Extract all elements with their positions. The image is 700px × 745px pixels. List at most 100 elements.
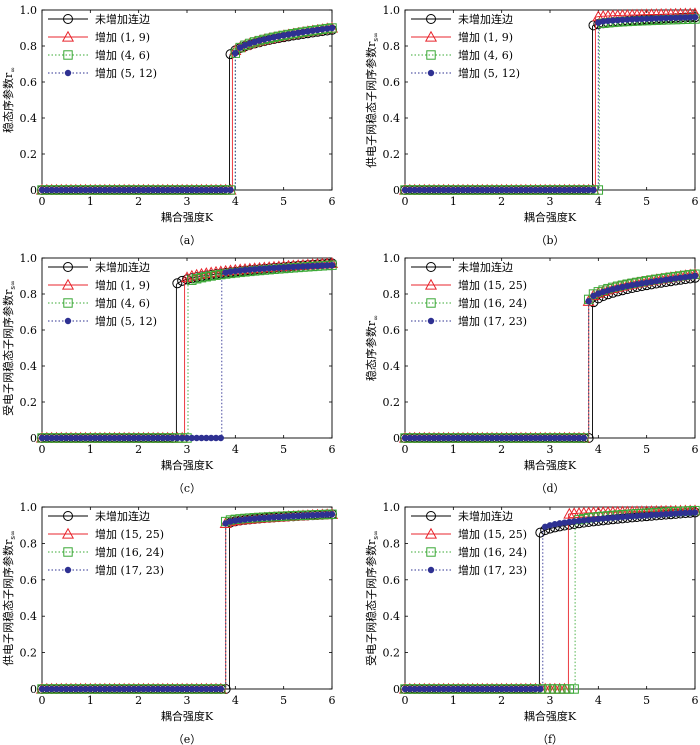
y-tick-label: 0.2 [383, 647, 401, 660]
data-point [545, 684, 555, 694]
x-tick-label: 5 [280, 443, 287, 456]
legend-marker [63, 298, 73, 308]
x-axis-label: 耦合强度K [161, 458, 214, 472]
chart-panel-b: 0 1 2 3 4 5 6 0 0.2 0.4 0.6 0.8 1.0 耦合强度K 供电子网稳态子网序参数r… [364, 4, 700, 247]
data-point [232, 50, 239, 57]
series-line [42, 513, 333, 690]
x-axis-label: 耦合强度K [524, 210, 577, 224]
x-tick-label: 6 [692, 195, 699, 208]
x-tick-label: 0 [402, 694, 409, 707]
x-tick-label: 0 [402, 443, 409, 456]
y-tick-label: 0.6 [20, 76, 38, 89]
legend-marker [63, 14, 73, 24]
legend-entry: 增加 (16, 24) [95, 545, 164, 559]
y-tick-label: 0.4 [20, 360, 38, 373]
legend-entry: 未增加连边 [458, 509, 513, 523]
series-2 [37, 509, 337, 694]
legend-marker [427, 317, 435, 325]
x-tick-label: 6 [692, 694, 699, 707]
x-tick-label: 1 [450, 694, 457, 707]
data-point [535, 527, 546, 538]
y-tick-label: 0.8 [383, 288, 401, 301]
y-tick-label: 0.8 [20, 40, 38, 53]
panel-caption: （f） [537, 733, 563, 745]
y-tick-label: 0 [393, 683, 400, 696]
y-tick-label: 0.8 [383, 40, 401, 53]
legend-marker [424, 527, 438, 539]
data-point [227, 186, 234, 194]
x-axis-label: 耦合强度K [161, 210, 214, 224]
legend-entry: 未增加连边 [95, 260, 150, 274]
series-line [405, 273, 696, 439]
legend-marker [426, 511, 436, 521]
legend-entry: 增加 (4, 6) [95, 296, 150, 310]
x-tick-label: 1 [450, 195, 457, 208]
x-tick-label: 4 [232, 195, 239, 208]
chart-panel-c: 0 1 2 3 4 5 6 0 0.2 0.4 0.6 0.8 1.0 耦合强度K 受电子网稳态子网序参数r… [1, 252, 339, 495]
legend-marker [61, 278, 75, 290]
legend-entry: 增加 (15, 25) [458, 278, 527, 292]
chart-panel-d: 0 1 2 3 4 5 6 0 0.2 0.4 0.6 0.8 1.0 耦合强度K 稳态序参数r∞ （d） 未增… [364, 252, 700, 495]
y-tick-label: 0.4 [383, 610, 401, 623]
x-tick-label: 0 [39, 694, 46, 707]
data-point [537, 685, 544, 693]
series-line [405, 275, 696, 439]
legend-marker [426, 50, 436, 60]
data-point [196, 272, 207, 283]
legend-entry: 增加 (4, 6) [95, 48, 150, 62]
series-line [405, 512, 696, 690]
y-tick-label: 0.2 [383, 148, 401, 161]
series-1 [35, 257, 339, 443]
series-3 [38, 24, 336, 194]
series-3 [38, 262, 336, 442]
legend-entry: 增加 (16, 24) [458, 545, 527, 559]
x-tick-label: 5 [280, 195, 287, 208]
data-point [187, 275, 197, 285]
series-line [405, 13, 696, 191]
x-tick-label: 3 [547, 694, 554, 707]
data-point [691, 14, 699, 21]
legend-marker [63, 262, 73, 272]
data-point [180, 271, 194, 283]
legend-entry: 增加 (1, 9) [458, 30, 513, 44]
x-tick-label: 0 [39, 443, 46, 456]
data-point [559, 684, 570, 694]
data-point [691, 272, 699, 280]
legend-entry: 增加 (5, 12) [95, 66, 157, 80]
y-axis-label-subscript: ∞ [372, 315, 380, 321]
legend-marker [64, 69, 72, 77]
panel-caption: （a） [173, 234, 202, 247]
x-tick-label: 3 [184, 443, 191, 456]
panel-caption: （e） [173, 733, 202, 745]
series-line [42, 262, 333, 439]
legend-marker [64, 566, 72, 574]
legend-marker [427, 566, 435, 574]
data-point [211, 270, 221, 280]
data-point [590, 186, 597, 194]
legend-entry: 未增加连边 [458, 12, 513, 26]
data-point [206, 271, 216, 281]
x-tick-label: 6 [329, 694, 336, 707]
y-tick-label: 0.2 [20, 647, 38, 660]
x-tick-label: 3 [184, 694, 191, 707]
series-line [405, 277, 696, 439]
legend-marker [64, 317, 72, 325]
y-tick-label: 0 [393, 184, 400, 197]
x-tick-label: 5 [643, 694, 650, 707]
series-line [42, 27, 333, 191]
legend-marker [61, 30, 75, 42]
x-tick-label: 5 [643, 443, 650, 456]
x-tick-label: 4 [595, 443, 602, 456]
y-tick-label: 0.2 [20, 396, 38, 409]
series-2 [400, 505, 700, 694]
x-tick-label: 0 [39, 195, 46, 208]
legend-marker [424, 278, 438, 290]
series-0 [37, 24, 337, 195]
series-line [42, 513, 333, 690]
series-line [42, 29, 333, 191]
series-line [405, 512, 696, 690]
